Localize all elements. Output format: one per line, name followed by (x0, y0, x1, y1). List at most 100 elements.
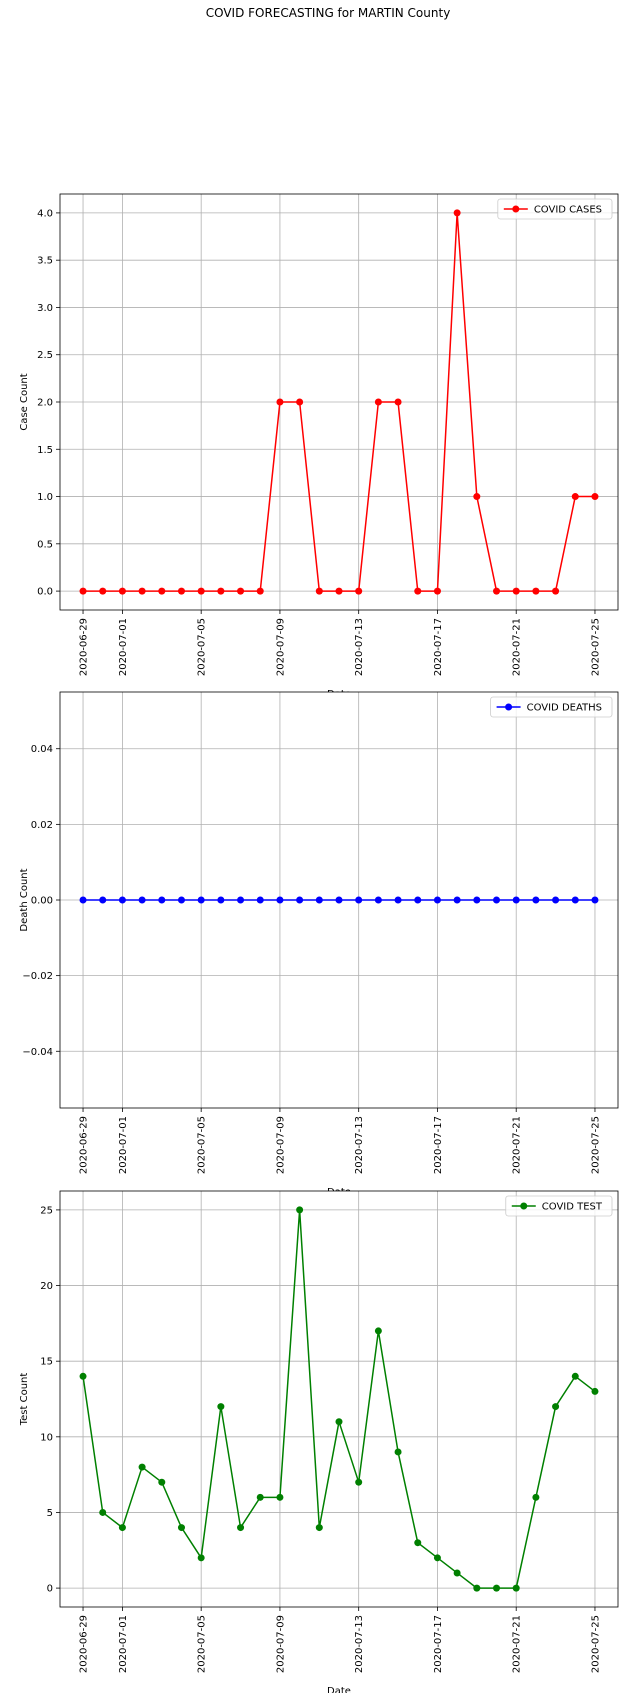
cases-ytick-label: 2.0 (37, 398, 53, 409)
deaths-chart: −0.04 −0.02 0.00 0.02 0.04 2020-06-29 2020-07-… (19, 691, 619, 1198)
deaths-xtick-label: 2020-07-01 (118, 1116, 129, 1174)
tests-data-point (335, 1418, 343, 1426)
cases-legend-box (497, 198, 613, 220)
tests-data-point (158, 1478, 166, 1486)
tests-data-point (493, 1584, 501, 1592)
cases-data-point (335, 587, 343, 595)
tests-xtick-label: 2020-07-01 (118, 1615, 129, 1673)
deaths-data-point (256, 896, 264, 904)
deaths-data-point (217, 896, 225, 904)
tests-data-point (296, 1206, 304, 1214)
cases-xtick-label: 2020-07-25 (590, 618, 601, 676)
tests-data-point (138, 1463, 146, 1471)
cases-ytick-label: 2.5 (37, 350, 53, 361)
deaths-data-point (532, 896, 540, 904)
cases-legend-marker (512, 205, 520, 213)
cases-data-point (374, 398, 382, 406)
cases-data-point (79, 587, 87, 595)
cases-xtick-label: 2020-07-21 (512, 618, 523, 676)
tests-xtick-label: 2020-07-13 (354, 1615, 365, 1673)
deaths-legend-box (490, 696, 613, 718)
tests-data-point (571, 1372, 579, 1380)
tests-data-point (552, 1403, 560, 1411)
deaths-axes-frame (59, 691, 619, 1109)
deaths-data-point (158, 896, 166, 904)
cases-data-point (177, 587, 185, 595)
cases-data-point (256, 587, 264, 595)
tests-xtick-label: 2020-07-09 (275, 1615, 286, 1673)
tests-plot-area (60, 1191, 618, 1607)
tests-xaxis-label: Date (327, 1686, 351, 1693)
tests-ytick-label: 5 (47, 1508, 53, 1519)
tests-ytick-label: 15 (40, 1357, 53, 1368)
cases-data-point (552, 587, 560, 595)
tests-chart: 0 5 10 15 20 25 2020-06-29 2020-07-01 2020-07-05… (19, 1190, 619, 1693)
tests-data-point (315, 1524, 323, 1532)
deaths-data-point (315, 896, 323, 904)
deaths-yaxis-label: Death Count (19, 868, 30, 931)
tests-data-point (374, 1327, 382, 1335)
tests-data-point (453, 1569, 461, 1577)
deaths-legend-label: COVID DEATHS (527, 703, 602, 714)
cases-ytick-label: 3.5 (37, 256, 53, 267)
cases-data-point (276, 398, 284, 406)
tests-ytick-label: 10 (40, 1432, 53, 1443)
deaths-xtick-label: 2020-07-21 (512, 1116, 523, 1174)
cases-yaxis-label: Case Count (19, 373, 30, 430)
cases-data-point (571, 493, 579, 501)
deaths-data-point (552, 896, 560, 904)
tests-data-point (197, 1554, 205, 1562)
cases-ytick-label: 0.0 (37, 587, 53, 598)
cases-data-point (99, 587, 107, 595)
deaths-data-point (99, 896, 107, 904)
cases-xtick-label: 2020-07-09 (275, 618, 286, 676)
deaths-ytick-label: −0.02 (22, 971, 53, 982)
tests-data-point (237, 1524, 245, 1532)
cases-ytick-label: 1.5 (37, 445, 53, 456)
deaths-data-point (414, 896, 422, 904)
cases-data-point (512, 587, 520, 595)
cases-axes-frame (59, 193, 619, 611)
cases-data-point (453, 209, 461, 217)
cases-data-point (197, 587, 205, 595)
cases-data-point (394, 398, 402, 406)
cases-data-point (532, 587, 540, 595)
tests-ytick-label: 20 (40, 1281, 53, 1292)
tests-data-point (79, 1372, 87, 1380)
tests-xtick-label: 2020-07-17 (433, 1615, 444, 1673)
cases-data-point (355, 587, 363, 595)
tests-ytick-label: 25 (40, 1205, 53, 1216)
cases-ytick-label: 4.0 (37, 208, 53, 219)
cases-xtick-label: 2020-07-05 (197, 618, 208, 676)
tests-legend-label: COVID TEST (542, 1202, 603, 1213)
cases-xtick-label: 2020-07-13 (354, 618, 365, 676)
cases-data-point (433, 587, 441, 595)
deaths-data-point (473, 896, 481, 904)
cases-data-point (237, 587, 245, 595)
deaths-data-point (512, 896, 520, 904)
deaths-legend-marker (505, 703, 513, 711)
tests-data-point (118, 1524, 126, 1532)
figure-title: COVID FORECASTING for MARTIN County (206, 6, 451, 20)
cases-legend-label: COVID CASES (534, 205, 602, 216)
tests-data-point (217, 1403, 225, 1411)
cases-data-point (493, 587, 501, 595)
deaths-ytick-label: 0.00 (31, 896, 53, 907)
deaths-data-point (138, 896, 146, 904)
tests-legend-box (505, 1195, 613, 1217)
cases-chart: 0.0 0.5 1.0 1.5 2.0 2.5 3.0 3.5 4.0 2020-06-29 202… (19, 193, 619, 700)
tests-ytick-label: 0 (47, 1584, 53, 1595)
deaths-data-point (571, 896, 579, 904)
tests-xtick-label: 2020-06-29 (79, 1615, 90, 1673)
tests-data-point (512, 1584, 520, 1592)
deaths-xtick-label: 2020-07-09 (275, 1116, 286, 1174)
cases-xtick-label: 2020-07-17 (433, 618, 444, 676)
tests-data-point (414, 1539, 422, 1547)
deaths-xtick-label: 2020-07-25 (590, 1116, 601, 1174)
tests-xtick-label: 2020-07-25 (590, 1615, 601, 1673)
tests-data-point (473, 1584, 481, 1592)
cases-xtick-label: 2020-06-29 (79, 618, 90, 676)
deaths-data-point (355, 896, 363, 904)
